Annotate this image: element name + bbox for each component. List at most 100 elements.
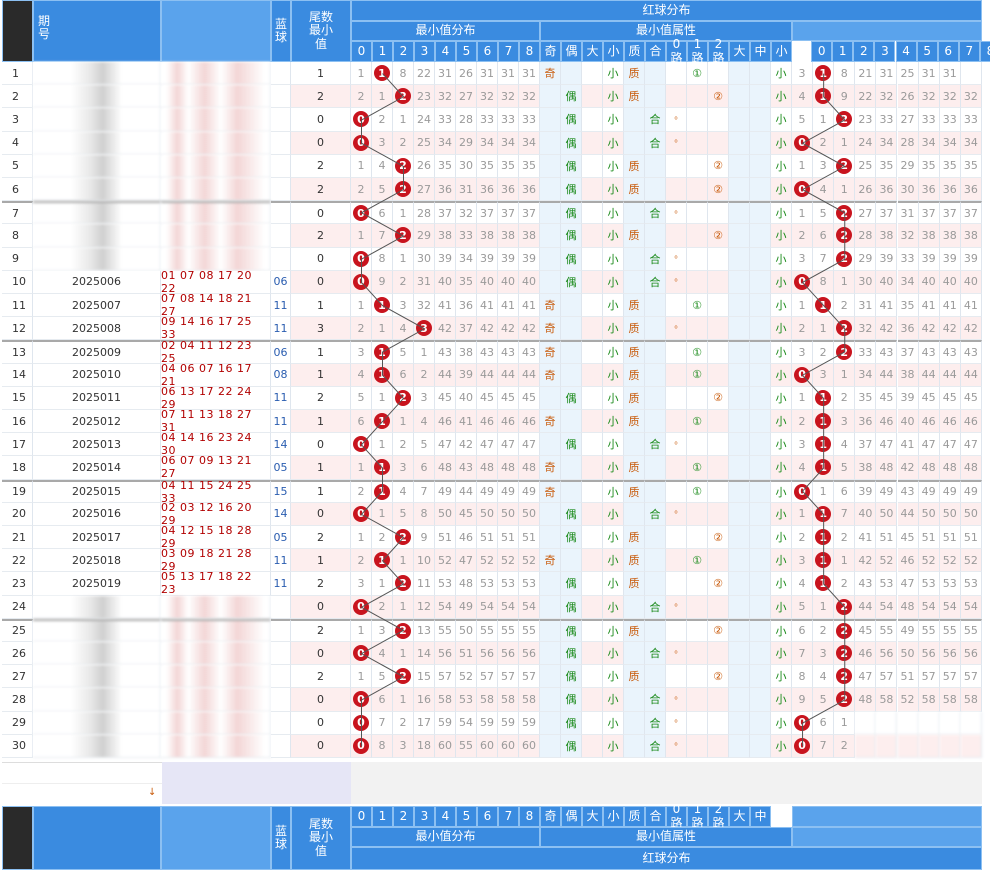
- min-dist-cell: 37: [519, 201, 540, 225]
- min-dist-cell: 53: [519, 572, 540, 596]
- footer-red-dist: 红球分布: [351, 847, 982, 870]
- min-ball: 2: [395, 668, 411, 685]
- red-digit-col-3: 3: [874, 41, 896, 62]
- red-dist-cell: 2: [834, 572, 856, 596]
- red-dist-cell: 51: [939, 526, 961, 550]
- red-dist-cell: 3: [792, 62, 814, 86]
- red-dist-cell: 53: [960, 572, 982, 596]
- red-dist-cell: 56: [960, 642, 982, 666]
- attr-cell-even: [561, 340, 582, 364]
- min-digit-col-2: 2: [393, 41, 414, 62]
- attr-cell-rp2: ②: [708, 572, 729, 596]
- attr-cell-rp2: [708, 201, 729, 225]
- attr-cell-rp2: [708, 734, 729, 758]
- red-dist-cell: 7: [834, 502, 856, 526]
- min-dist-cell: 31: [519, 62, 540, 86]
- min-dist-cell: 3: [351, 340, 372, 364]
- min-digit-col-1: 1: [372, 41, 393, 62]
- attr-cell-prime: 质: [624, 317, 645, 341]
- red-dist-cell: 27: [897, 108, 919, 132]
- blue-number: 11: [271, 386, 291, 410]
- red-dist-cell: 54: [960, 595, 982, 619]
- min-ball: 2: [395, 88, 411, 105]
- red-dist-cell: 40: [918, 270, 940, 294]
- red-dist-cell: 35: [918, 154, 940, 178]
- min-dist-cell: 2: [393, 178, 414, 202]
- attr-cell-big: [582, 572, 603, 596]
- attr-cell-comp: [645, 294, 666, 318]
- min-dist-cell: 0: [351, 131, 372, 155]
- attr-cell-rp0: [666, 154, 687, 178]
- min-ball: 1: [374, 65, 390, 82]
- attr-cell-small: 小: [603, 386, 624, 410]
- attr-cell-rp2: [708, 131, 729, 155]
- attr-cell-tm: [750, 201, 771, 225]
- min-dist-cell: 32: [498, 85, 519, 109]
- min-dist-cell: 8: [414, 502, 435, 526]
- red-dist-cell: 43: [897, 479, 919, 503]
- red-dist-cell: 1: [813, 479, 835, 503]
- attr-cell-tb: [729, 224, 750, 248]
- red-numbers: [161, 665, 271, 689]
- red-dist-cell: 4: [813, 178, 835, 202]
- attr-cell-even: 偶: [561, 270, 582, 294]
- tail-attr-col-1: 中: [750, 41, 771, 62]
- attr-cell-rp0: [666, 410, 687, 434]
- red-dist-cell: 1: [792, 502, 814, 526]
- min-dist-cell: 56: [477, 642, 498, 666]
- red-dist-cell: 33: [855, 340, 877, 364]
- footer-tail-attr-0: 大: [729, 806, 750, 827]
- sort-arrow-icon[interactable]: ↓: [148, 787, 157, 798]
- red-dist-cell: 7: [813, 247, 835, 271]
- attr-cell-comp: 合: [645, 247, 666, 271]
- attr-cell-tsm: 小: [771, 131, 792, 155]
- min-dist-cell: 49: [477, 479, 498, 503]
- red-dist-cell: 48: [897, 595, 919, 619]
- red-dist-cell: 46: [939, 410, 961, 434]
- red-dist-cell: 30: [855, 270, 877, 294]
- attr-cell-odd: [540, 433, 561, 457]
- red-dist-cell: 32: [855, 317, 877, 341]
- attr-cell-small: 小: [603, 224, 624, 248]
- attr-cell-odd: [540, 595, 561, 619]
- blank-footer-right: [351, 762, 982, 804]
- attr-cell-prime: [624, 688, 645, 712]
- red-dist-cell: 27: [855, 201, 877, 225]
- red-dist-cell: 2: [813, 340, 835, 364]
- red-dist-cell: 0: [792, 270, 814, 294]
- row-index: 5: [2, 154, 33, 178]
- attr-cell-comp: [645, 85, 666, 109]
- attr-cell-odd: [540, 386, 561, 410]
- attr-cell-tb: [729, 131, 750, 155]
- red-dist-cell: 41: [897, 433, 919, 457]
- min-dist-cell: 45: [498, 386, 519, 410]
- attr-cell-big: [582, 433, 603, 457]
- min-dist-cell: 54: [477, 595, 498, 619]
- tail-min-value: 0: [291, 108, 351, 132]
- attr-cell-tsm: 小: [771, 618, 792, 642]
- attr-cell-big: [582, 665, 603, 689]
- attr-cell-small: 小: [603, 665, 624, 689]
- min-dist-cell: 47: [456, 549, 477, 573]
- tail-attr-col-0: 大: [729, 41, 750, 62]
- attr-cell-small: 小: [603, 688, 624, 712]
- red-dist-cell: 49: [960, 479, 982, 503]
- red-dist-cell: 48: [855, 688, 877, 712]
- red-dist-cell: 33: [897, 247, 919, 271]
- blue-number: 11: [271, 572, 291, 596]
- blue-number: 08: [271, 363, 291, 387]
- red-dist-cell: 40: [897, 410, 919, 434]
- attr-cell-tm: [750, 108, 771, 132]
- red-dist-cell: 5: [834, 456, 856, 480]
- red-numbers: 04 06 07 16 17 21: [161, 362, 271, 388]
- red-dist-cell: 41: [939, 294, 961, 318]
- attr-cell-comp: [645, 665, 666, 689]
- min-dist-cell: 42: [519, 317, 540, 341]
- min-dist-cell: 40: [519, 270, 540, 294]
- red-dist-cell: 6: [792, 618, 814, 642]
- min-dist-cell: 3: [414, 317, 435, 341]
- attr-cell-rp2: ②: [708, 154, 729, 178]
- attr-cell-comp: [645, 317, 666, 341]
- min-dist-cell: 4: [393, 317, 414, 341]
- min-dist-cell: 36: [456, 294, 477, 318]
